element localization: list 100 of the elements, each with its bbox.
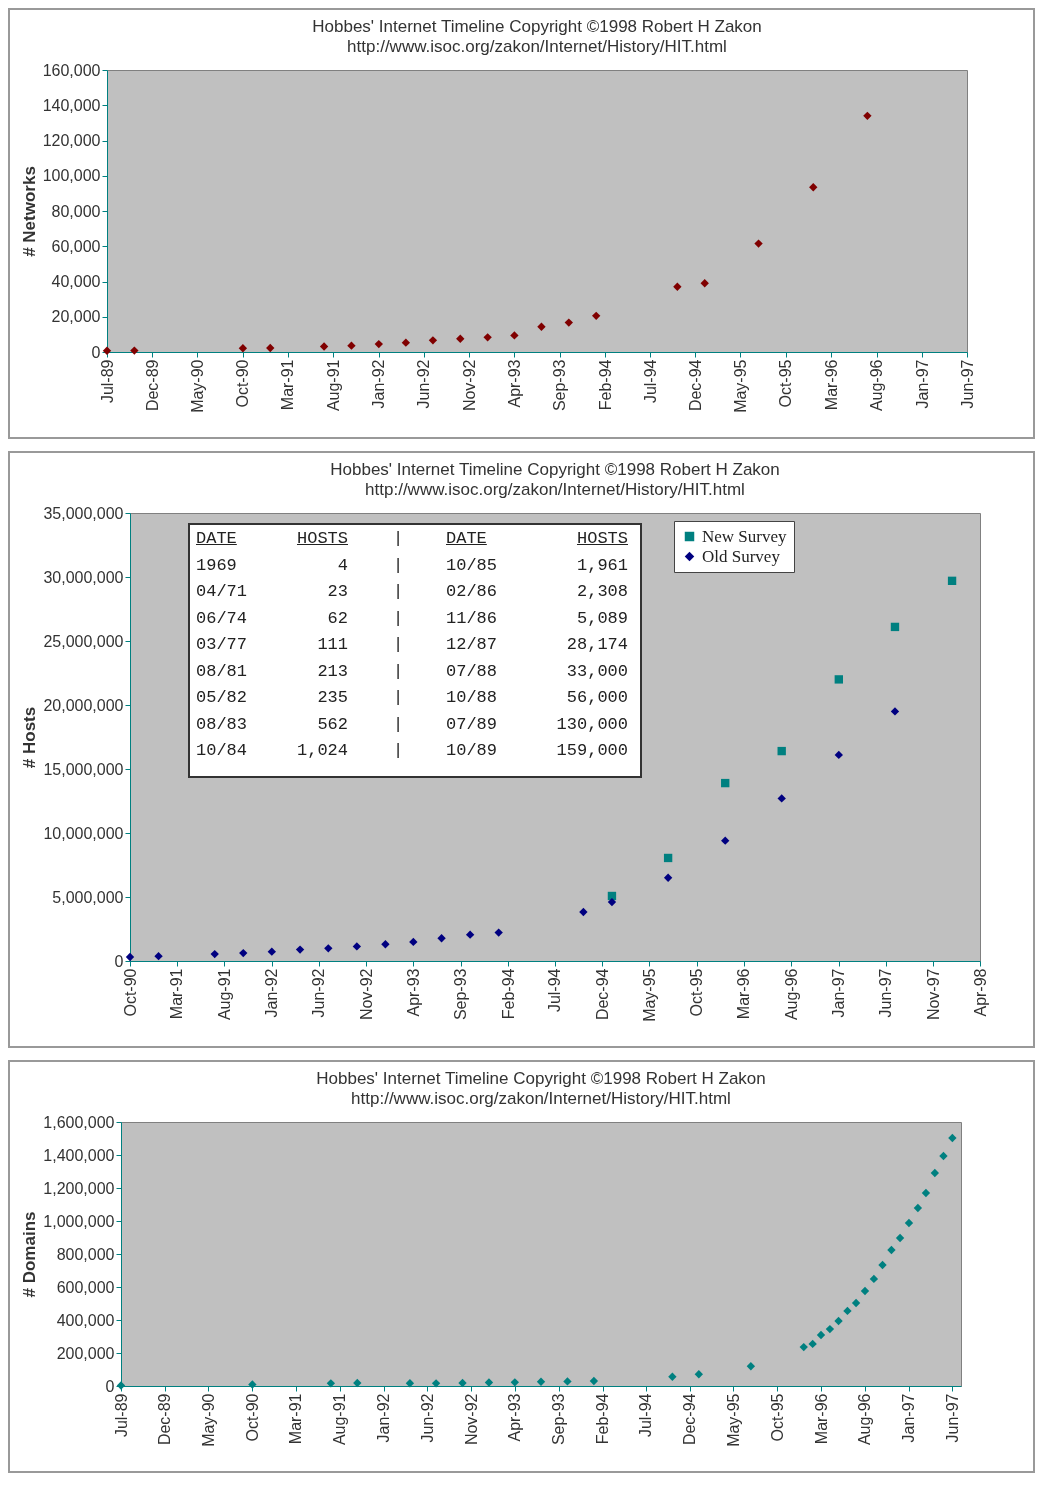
x-tick-label: Feb-94 — [594, 1393, 612, 1445]
point — [948, 1133, 957, 1143]
x-tick-label: Sep-93 — [452, 968, 470, 1021]
annotation: 08/81 — [196, 661, 248, 681]
x-tick-label: Apr-93 — [506, 1393, 524, 1442]
y-tick-label: 200,000 — [56, 1344, 115, 1362]
point — [895, 1233, 905, 1243]
x-tick-label: Apr-93 — [404, 968, 422, 1017]
annotation: 07/88 — [446, 661, 498, 681]
annotation: DATE — [196, 529, 237, 548]
x-tick-label: May-90 — [199, 1393, 217, 1447]
point — [494, 928, 503, 937]
x-tick-label: Jun-92 — [418, 1393, 436, 1443]
x-tick-label: Dec-94 — [593, 968, 611, 1021]
x-tick-label: Oct-90 — [234, 359, 252, 408]
annotation: 12/87 — [446, 635, 498, 654]
point — [939, 1151, 948, 1161]
y-tick-label: 1,400,000 — [43, 1146, 115, 1164]
annotation: | — [392, 582, 404, 601]
point — [353, 1378, 362, 1388]
annotation: 06/74 — [196, 608, 248, 628]
point — [319, 342, 329, 351]
y-axis-title: # Domains — [20, 1211, 40, 1298]
x-tick-label: Mar-96 — [822, 359, 840, 411]
x-tick-label: Dec-89 — [144, 359, 161, 412]
annotation: | — [392, 529, 404, 548]
y-tick-label: 80,000 — [51, 202, 101, 220]
x-tick-label: Mar-96 — [812, 1393, 830, 1445]
annotation: 130,000 — [556, 714, 628, 734]
x-tick-label: May-95 — [724, 1393, 742, 1447]
point — [890, 707, 900, 716]
x-tick-label: Mar-91 — [287, 1393, 305, 1445]
point — [809, 183, 818, 192]
y-tick-label: 0 — [105, 1377, 115, 1395]
x-tick-label: Sep-93 — [550, 1393, 568, 1446]
y-tick-label: 5,000,000 — [52, 888, 124, 906]
point — [816, 1330, 826, 1340]
annotation: 2,308 — [576, 582, 628, 601]
point — [295, 945, 305, 954]
y-tick-label: 120,000 — [42, 132, 101, 149]
point — [381, 940, 390, 949]
x-tick-label: Jun-92 — [310, 968, 328, 1018]
x-tick-label: Jun-97 — [943, 1393, 961, 1443]
x-tick-label: Oct-90 — [121, 968, 139, 1017]
x-tick-label: Jul-89 — [112, 1393, 130, 1438]
point — [483, 333, 492, 342]
y-tick-label: 20,000,000 — [43, 696, 124, 714]
x-tick-label: Apr-93 — [505, 359, 523, 408]
point — [536, 1377, 546, 1386]
annotation: HOSTS — [576, 529, 628, 548]
point — [863, 111, 872, 121]
x-tick-label: Jun-92 — [415, 359, 433, 409]
annotation: 213 — [317, 661, 348, 681]
annotation: 111 — [317, 635, 348, 654]
y-tick-label: 600,000 — [56, 1278, 115, 1296]
point — [754, 239, 763, 248]
x-tick-label: Oct-95 — [777, 359, 795, 408]
point — [401, 338, 411, 347]
x-tick-label: Jan-97 — [913, 359, 931, 409]
annotation: | — [392, 635, 404, 654]
x-tick-label: May-95 — [640, 968, 658, 1022]
point — [860, 1286, 870, 1296]
chart-subtitle: http://www.isoc.org/zakon/Internet/History/HIT.html — [351, 1089, 731, 1108]
x-tick-label: Oct-95 — [768, 1393, 786, 1442]
annotation: 159,000 — [556, 741, 628, 760]
x-tick-label: Nov-92 — [357, 968, 375, 1021]
point — [777, 794, 786, 803]
point — [834, 1316, 843, 1326]
x-tick-label: May-90 — [188, 359, 206, 413]
point — [869, 1274, 879, 1284]
point — [777, 746, 786, 756]
annotation: DATE — [446, 529, 487, 548]
y-tick-label: 100,000 — [42, 167, 101, 185]
annotation: 28,174 — [566, 635, 628, 654]
point — [721, 778, 730, 788]
y-tick-label: 25,000,000 — [43, 632, 124, 650]
y-tick-label: 40,000 — [51, 273, 101, 290]
point — [266, 343, 275, 353]
x-tick-label: Dec-94 — [681, 1393, 699, 1446]
point — [878, 1260, 887, 1270]
chart-title: Hobbes' Internet Timeline Copyright ©1998 Robert H Zakon — [316, 1069, 766, 1088]
point — [248, 1380, 257, 1389]
point — [663, 853, 673, 863]
point — [352, 942, 362, 951]
point — [947, 576, 957, 586]
point — [589, 1376, 599, 1386]
point — [267, 947, 276, 956]
point — [456, 334, 465, 343]
annotation: | — [392, 714, 404, 734]
point — [510, 331, 519, 340]
point — [668, 1372, 677, 1381]
point — [579, 907, 588, 917]
annotation: | — [392, 555, 404, 575]
point — [591, 311, 601, 321]
chart-subtitle: http://www.isoc.org/zakon/Internet/History/HIT.html — [365, 480, 745, 499]
point — [890, 622, 900, 632]
x-tick-label: Jun-97 — [958, 359, 976, 409]
point — [746, 1362, 756, 1371]
point — [428, 336, 438, 345]
point — [694, 1370, 704, 1379]
